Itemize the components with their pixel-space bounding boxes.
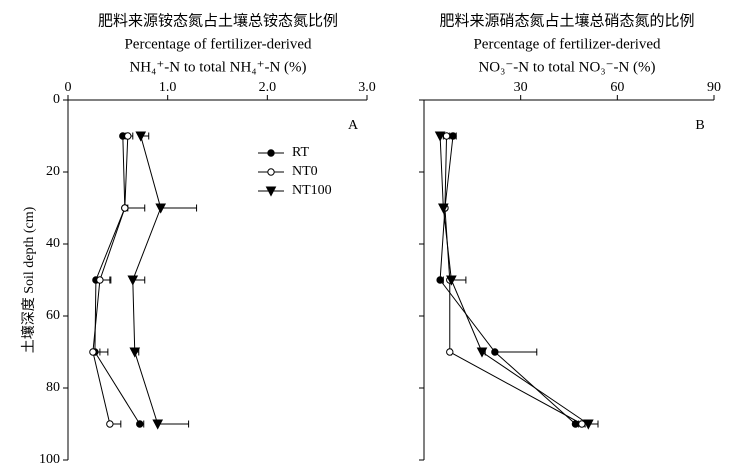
y-tick-label: 0 <box>53 92 60 107</box>
error-bar <box>160 204 198 212</box>
x-tick-label: 60 <box>610 80 624 95</box>
point <box>583 419 594 430</box>
chart-title: Percentage of fertilizer-derived <box>124 36 312 52</box>
chart-title: Percentage of fertilizer-derived <box>473 36 661 52</box>
point <box>129 347 141 358</box>
point <box>106 420 114 428</box>
x-tick-label: 1.0 <box>159 80 177 95</box>
point <box>476 347 488 358</box>
y-tick-label: 20 <box>46 164 60 179</box>
y-tick-label: 40 <box>46 236 60 251</box>
point <box>449 132 457 140</box>
point <box>578 420 586 428</box>
panel-label: B <box>695 118 704 133</box>
y-tick-label: 80 <box>46 380 60 395</box>
point <box>152 419 164 430</box>
point <box>135 131 147 142</box>
chart-title: NH₄⁺-N to total NH₄⁺-N (%) <box>129 59 306 75</box>
legend-label: NT0 <box>292 164 318 179</box>
point <box>446 348 454 356</box>
point <box>434 131 446 142</box>
panel-label: A <box>348 118 359 133</box>
point <box>89 348 97 356</box>
point <box>442 132 451 140</box>
point <box>436 276 444 284</box>
x-tick-label: 3.0 <box>358 80 376 95</box>
chart-title: NO₃⁻-N to total NO₃⁻-N (%) <box>478 59 655 75</box>
error-bar <box>494 348 538 356</box>
point <box>438 203 449 214</box>
legend-label: NT100 <box>292 183 332 198</box>
y-axis-label: 土壤深度 Soil depth (cm) <box>20 206 37 353</box>
y-tick-label: 100 <box>39 452 60 467</box>
point <box>491 348 499 356</box>
point <box>96 276 104 284</box>
chart-title: 肥料来源铵态氮占土壤总铵态氮比例 <box>98 11 338 29</box>
x-tick-label: 2.0 <box>259 80 277 95</box>
legend-marker <box>265 186 277 197</box>
legend-label: RT <box>292 145 309 160</box>
point <box>124 132 132 140</box>
x-tick-label: 90 <box>707 80 721 95</box>
point <box>121 204 129 212</box>
point <box>136 420 144 428</box>
x-tick-label: 30 <box>514 80 528 95</box>
x-tick-label: 0 <box>65 80 72 95</box>
point <box>446 275 457 286</box>
chart-title: 肥料来源硝态氮占土壤总硝态氮的比例 <box>439 11 694 29</box>
point <box>155 203 167 214</box>
error-bar <box>157 420 190 428</box>
legend-marker <box>267 168 275 176</box>
y-tick-label: 60 <box>46 308 60 323</box>
point <box>127 275 139 286</box>
legend-marker <box>267 149 275 157</box>
